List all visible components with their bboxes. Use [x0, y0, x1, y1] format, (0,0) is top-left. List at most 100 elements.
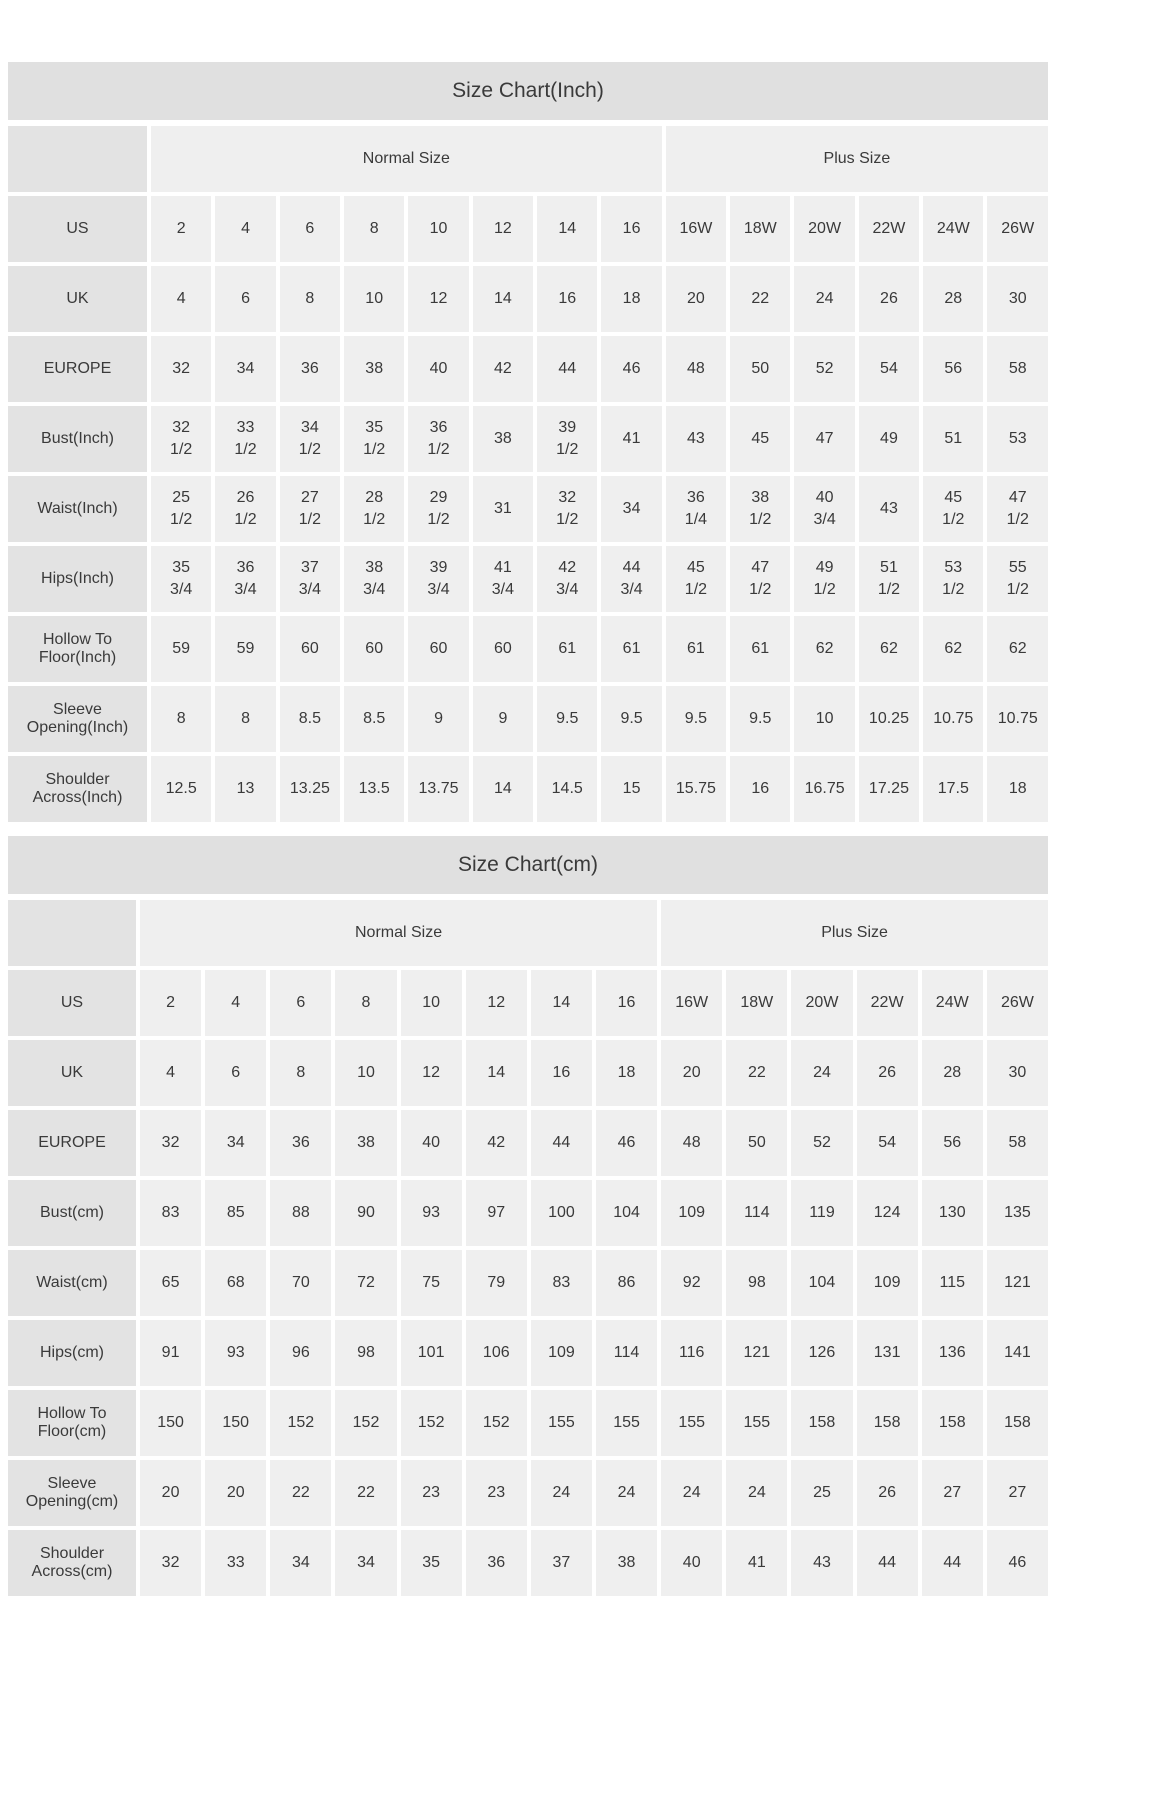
table-row: Hollow To Floor(cm) 150 150 152 152 152 152 155… [8, 1390, 1048, 1456]
size-value-cell: 91 [140, 1320, 202, 1386]
size-value-cell: 60 [472, 616, 534, 682]
size-value-cell: 14 [465, 1040, 527, 1106]
size-value-cell: 26 [856, 1460, 918, 1526]
corner-cell [8, 900, 136, 966]
size-value-cell: 38 1/2 [730, 476, 791, 542]
row-label-cell: Sleeve Opening(cm) [8, 1460, 136, 1526]
size-value-cell: 61 [730, 616, 791, 682]
row-label-cell: Hollow To Floor(cm) [8, 1390, 136, 1456]
size-value-cell: 58 [986, 1110, 1048, 1176]
size-value-cell: 46 [595, 1110, 658, 1176]
row-label-cell: US [8, 970, 136, 1036]
row-label-cell: UK [8, 1040, 136, 1106]
size-chart-page: Size Chart(Inch) Normal Size Plus Size US 2… [8, 62, 1048, 1600]
size-value-cell: 10 [335, 1040, 397, 1106]
size-value-cell: 20 [140, 1460, 202, 1526]
size-value-cell: 13 [215, 756, 276, 822]
size-value-cell: 121 [986, 1250, 1048, 1316]
size-value-cell: 50 [730, 336, 791, 402]
size-value-cell: 45 [730, 406, 791, 472]
table-row: Bust(cm) 83 85 88 90 93 97 100 104 109 114 119 124 13… [8, 1180, 1048, 1246]
size-value-cell: 68 [205, 1250, 267, 1316]
size-value-cell: 20 [661, 1040, 723, 1106]
size-value-cell: 47 1/2 [987, 476, 1048, 542]
size-group-cell: Normal Size [140, 900, 658, 966]
size-value-cell: 79 [465, 1250, 527, 1316]
table-row: Waist(cm) 65 68 70 72 75 79 83 86 92 98 104 109 115 12… [8, 1250, 1048, 1316]
size-value-cell: 14 [537, 196, 598, 262]
size-value-cell: 40 [661, 1530, 723, 1596]
size-value-cell: 119 [791, 1180, 853, 1246]
size-value-cell: 24 [726, 1460, 788, 1526]
size-value-cell: 17.5 [923, 756, 984, 822]
size-value-cell: 51 1/2 [858, 546, 920, 612]
size-value-cell: 30 [987, 266, 1048, 332]
table-row: EUROPE 32 34 36 38 40 42 44 46 48 50 52 54 56 58 [8, 1110, 1048, 1176]
size-value-cell: 34 [270, 1530, 332, 1596]
size-value-cell: 55 1/2 [987, 546, 1048, 612]
size-value-cell: 39 3/4 [408, 546, 469, 612]
row-label-cell: Hollow To Floor(Inch) [8, 616, 147, 682]
table-row: Hips(cm) 91 93 96 98 101 106 109 114 116 121 126 131… [8, 1320, 1048, 1386]
size-value-cell: 61 [665, 616, 727, 682]
size-value-cell: 24W [923, 196, 984, 262]
size-value-cell: 131 [856, 1320, 918, 1386]
size-value-cell: 24 [530, 1460, 592, 1526]
size-value-cell: 88 [270, 1180, 332, 1246]
size-value-cell: 116 [661, 1320, 723, 1386]
size-value-cell: 2 [151, 196, 212, 262]
size-value-cell: 152 [465, 1390, 527, 1456]
size-value-cell: 10 [400, 970, 462, 1036]
size-value-cell: 34 [335, 1530, 397, 1596]
size-value-cell: 24 [661, 1460, 723, 1526]
size-value-cell: 104 [791, 1250, 853, 1316]
size-value-cell: 22 [726, 1040, 788, 1106]
size-value-cell: 53 1/2 [923, 546, 984, 612]
size-chart-inch-section: Size Chart(Inch) Normal Size Plus Size US 2… [8, 62, 1048, 826]
size-value-cell: 27 [986, 1460, 1048, 1526]
size-value-cell: 22W [858, 196, 920, 262]
size-value-cell: 158 [791, 1390, 853, 1456]
size-value-cell: 46 [601, 336, 662, 402]
size-value-cell: 10 [408, 196, 469, 262]
size-value-cell: 28 1/2 [344, 476, 405, 542]
size-value-cell: 62 [858, 616, 920, 682]
size-value-cell: 13.25 [279, 756, 341, 822]
size-value-cell: 16 [601, 196, 662, 262]
size-value-cell: 41 [601, 406, 662, 472]
size-value-cell: 27 [921, 1460, 983, 1526]
size-value-cell: 62 [923, 616, 984, 682]
table-row: US 2 4 6 8 10 12 14 16 16W 18W 20W 22W 24W 26W [8, 196, 1048, 262]
table-row: Shoulder Across(Inch) 12.5 13 13.25 13.5 13.7… [8, 756, 1048, 822]
size-value-cell: 155 [595, 1390, 658, 1456]
size-value-cell: 6 [279, 196, 341, 262]
size-value-cell: 36 3/4 [215, 546, 276, 612]
corner-cell [8, 126, 147, 192]
size-value-cell: 109 [530, 1320, 592, 1386]
size-value-cell: 32 [151, 336, 212, 402]
size-value-cell: 44 3/4 [601, 546, 662, 612]
size-value-cell: 34 1/2 [279, 406, 341, 472]
size-value-cell: 10 [344, 266, 405, 332]
size-value-cell: 23 [400, 1460, 462, 1526]
size-chart-cm-title: Size Chart(cm) [8, 836, 1048, 894]
size-value-cell: 12 [408, 266, 469, 332]
row-label-cell: Shoulder Across(Inch) [8, 756, 147, 822]
size-value-cell: 20W [794, 196, 855, 262]
size-value-cell: 158 [921, 1390, 983, 1456]
size-value-cell: 48 [665, 336, 727, 402]
size-value-cell: 23 [465, 1460, 527, 1526]
size-group-cell: Plus Size [665, 126, 1048, 192]
size-value-cell: 35 1/2 [344, 406, 405, 472]
size-value-cell: 155 [530, 1390, 592, 1456]
size-value-cell: 60 [279, 616, 341, 682]
size-value-cell: 22W [856, 970, 918, 1036]
size-value-cell: 14.5 [537, 756, 598, 822]
size-value-cell: 35 3/4 [151, 546, 212, 612]
size-value-cell: 152 [270, 1390, 332, 1456]
size-value-cell: 12.5 [151, 756, 212, 822]
size-value-cell: 124 [856, 1180, 918, 1246]
table-row: Bust(Inch) 32 1/2 33 1/2 34 1/2 35 1/2 36 1/2… [8, 406, 1048, 472]
size-value-cell: 8 [344, 196, 405, 262]
size-value-cell: 8 [270, 1040, 332, 1106]
